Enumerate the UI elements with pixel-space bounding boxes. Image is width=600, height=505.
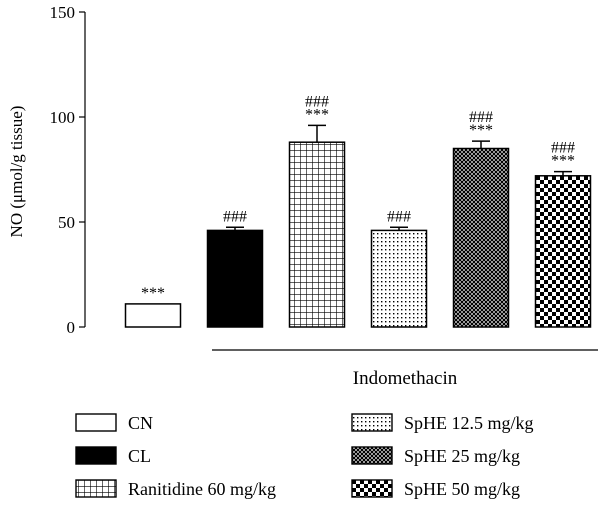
legend-swatch bbox=[75, 413, 117, 432]
y-tick-label: 0 bbox=[67, 318, 76, 337]
significance-label: *** bbox=[141, 285, 165, 302]
significance-label: ### bbox=[469, 109, 493, 126]
group-label: Indomethacin bbox=[353, 368, 458, 389]
bars bbox=[124, 124, 592, 328]
legend-label: SpHE 25 mg/kg bbox=[404, 446, 520, 466]
annotations: ***######***######***###*** bbox=[141, 93, 575, 302]
legend-swatch bbox=[351, 479, 393, 498]
bar bbox=[370, 229, 428, 328]
legend-label: CN bbox=[128, 413, 153, 433]
legend-label: SpHE 50 mg/kg bbox=[404, 479, 520, 499]
group-bracket: Indomethacin bbox=[212, 349, 598, 389]
y-tick-label: 50 bbox=[58, 213, 75, 232]
legend-swatch bbox=[75, 479, 117, 498]
significance-label: ### bbox=[223, 208, 247, 225]
legend-label: SpHE 12.5 mg/kg bbox=[404, 413, 534, 433]
legend-label: CL bbox=[128, 446, 151, 466]
bar bbox=[288, 141, 346, 328]
significance-label: ### bbox=[551, 140, 575, 157]
bar bbox=[206, 229, 264, 328]
legend-swatch bbox=[75, 446, 117, 465]
axes: 0 50 100 150 NO (μmol/g tissue) bbox=[7, 3, 86, 337]
significance-label: *** bbox=[305, 106, 329, 123]
significance-label: ### bbox=[305, 93, 329, 110]
bar bbox=[124, 303, 182, 328]
legend-label: Ranitidine 60 mg/kg bbox=[128, 479, 276, 499]
legend-swatch bbox=[351, 413, 393, 432]
y-tick-label: 150 bbox=[50, 3, 76, 22]
significance-label: *** bbox=[551, 153, 575, 170]
y-tick-label: 100 bbox=[50, 108, 76, 127]
bar bbox=[452, 147, 510, 328]
significance-label: ### bbox=[387, 208, 411, 225]
legend-swatch bbox=[351, 446, 393, 465]
y-axis-label: NO (μmol/g tissue) bbox=[7, 106, 26, 238]
bar bbox=[534, 175, 592, 328]
significance-label: *** bbox=[469, 122, 493, 139]
legend: CN CL Ranitidine 60 mg/kg SpHE 12.5 mg/kg Sp… bbox=[75, 413, 534, 499]
